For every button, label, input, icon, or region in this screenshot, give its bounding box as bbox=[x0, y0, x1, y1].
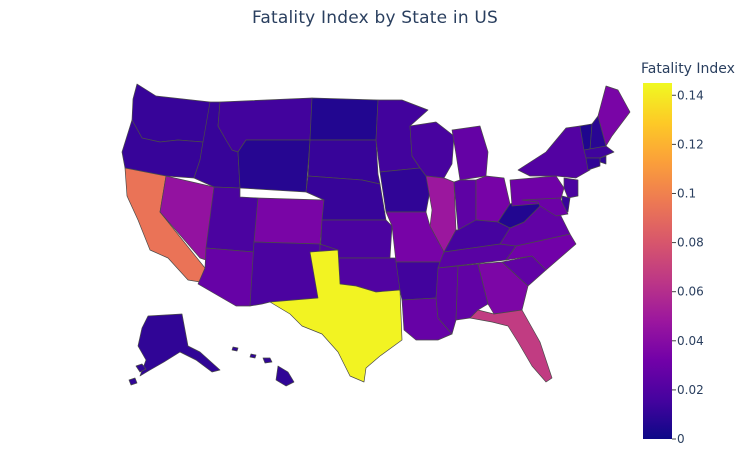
state-nm[interactable] bbox=[249, 241, 321, 307]
state-ut[interactable] bbox=[205, 186, 259, 253]
state-fl[interactable] bbox=[469, 309, 553, 383]
colorbar-ticks: 0 0.02 0.04 0.06 0.08 0.1 0.12 0.14 bbox=[672, 88, 704, 446]
state-wa[interactable] bbox=[131, 83, 211, 143]
state-hi[interactable] bbox=[275, 365, 295, 387]
alaska-island bbox=[128, 377, 138, 386]
state-az[interactable] bbox=[197, 247, 255, 307]
state-nd[interactable] bbox=[309, 97, 379, 141]
state-nj[interactable] bbox=[563, 177, 579, 199]
colorbar-tick-label: 0.14 bbox=[677, 88, 704, 102]
colorbar-tick-label: 0.06 bbox=[677, 285, 704, 299]
state-ct[interactable] bbox=[585, 157, 601, 171]
colorbar: Fatality Index 00.020.040.060.080.10.120… bbox=[641, 61, 735, 446]
state-ia[interactable] bbox=[379, 167, 433, 213]
state-mi[interactable] bbox=[451, 125, 489, 181]
hawaii-island bbox=[231, 346, 239, 352]
state-md[interactable] bbox=[521, 197, 569, 217]
states-layer bbox=[121, 83, 631, 387]
colorbar-gradient bbox=[643, 83, 672, 439]
state-nv[interactable] bbox=[159, 175, 215, 261]
state-ma[interactable] bbox=[583, 145, 615, 159]
colorbar-tick-label: 0.12 bbox=[677, 137, 704, 151]
state-ak[interactable] bbox=[137, 313, 221, 377]
colorbar-tick-label: 0.02 bbox=[677, 383, 704, 397]
chart-title: Fatality Index by State in US bbox=[251, 8, 499, 28]
colorbar-tick-label: 0.08 bbox=[677, 236, 704, 250]
colorbar-title: Fatality Index bbox=[641, 61, 735, 77]
hawaii-island bbox=[249, 353, 257, 359]
state-ny[interactable] bbox=[517, 125, 591, 179]
state-ar[interactable] bbox=[395, 261, 441, 301]
hawaii-island bbox=[262, 357, 273, 364]
state-tx[interactable] bbox=[269, 249, 403, 383]
colorbar-tick-label: 0.1 bbox=[677, 186, 696, 200]
state-wy[interactable] bbox=[237, 139, 311, 193]
colorbar-tick-label: 0.04 bbox=[677, 334, 704, 348]
colorbar-tick-label: 0 bbox=[677, 432, 685, 446]
state-co[interactable] bbox=[253, 197, 325, 245]
alaska-island bbox=[135, 363, 147, 373]
